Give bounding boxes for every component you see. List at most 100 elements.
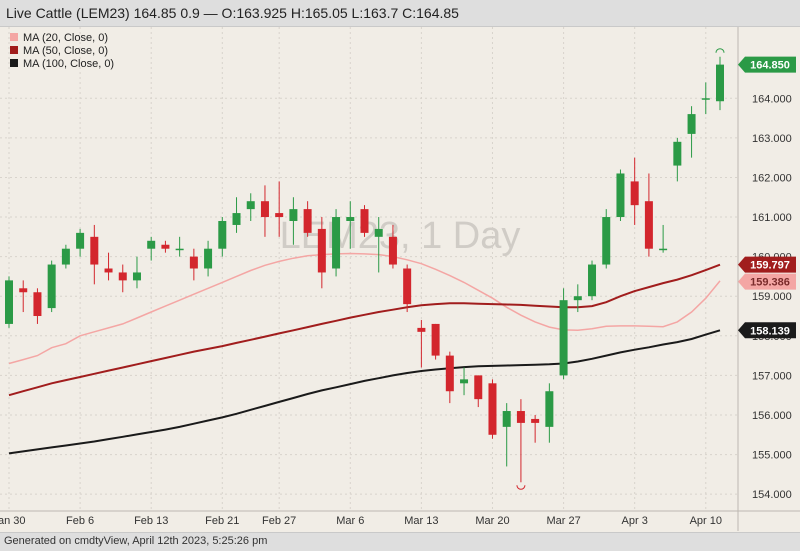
low-marker <box>516 485 526 490</box>
candle-body <box>687 114 696 134</box>
last-value-tag <box>738 273 796 290</box>
legend-swatch <box>10 59 18 67</box>
candle-body <box>175 248 184 251</box>
legend-label: MA (50, Close, 0) <box>23 45 108 57</box>
y-tick-label: 159.000 <box>752 291 792 303</box>
candle <box>616 169 625 221</box>
legend-swatch <box>10 46 18 54</box>
candle-body <box>76 232 85 249</box>
legend-swatch <box>10 33 18 41</box>
candle-body <box>118 272 127 281</box>
x-tick-label: Apr 3 <box>622 515 648 527</box>
candle-body <box>47 264 56 309</box>
y-tick-label: 161.000 <box>752 212 792 224</box>
legend-label: MA (20, Close, 0) <box>23 32 108 44</box>
y-tick-label: 156.000 <box>752 410 792 422</box>
candle-body <box>502 411 511 427</box>
candle <box>388 224 397 269</box>
candle-body <box>360 209 369 233</box>
last-value-tag <box>738 322 796 339</box>
x-tick-label: Feb 13 <box>134 515 168 527</box>
candle-body <box>33 292 42 317</box>
candle <box>161 240 170 253</box>
chart-title: Live Cattle (LEM23) 164.85 0.9 — O:163.9… <box>6 5 459 21</box>
candle <box>474 375 483 408</box>
candle-body <box>317 228 326 273</box>
candle-body <box>588 264 597 297</box>
candle-body <box>616 173 625 218</box>
candle <box>374 217 383 273</box>
candle-body <box>303 209 312 233</box>
candle-body <box>204 248 213 269</box>
candle <box>246 193 255 221</box>
candle-body <box>417 327 426 332</box>
candle <box>332 209 341 277</box>
candle-body <box>388 236 397 265</box>
candle-body <box>545 391 554 427</box>
candle-body <box>374 228 383 237</box>
candle <box>346 201 355 249</box>
candle <box>630 157 639 225</box>
candle <box>47 260 56 313</box>
candle <box>545 383 554 443</box>
candle-body <box>246 201 255 210</box>
candle-body <box>332 217 341 269</box>
candle-body <box>346 217 355 221</box>
candle <box>218 217 227 257</box>
candle <box>33 288 42 324</box>
candle-body <box>559 300 568 376</box>
x-axis: Jan 30 Feb 6 Feb 13 Feb 21 Feb 27 Mar 6 Mar 13… <box>0 510 800 527</box>
candle <box>417 319 426 368</box>
candle <box>317 217 326 289</box>
y-tick-label: 164.000 <box>752 93 792 105</box>
candle <box>588 260 597 301</box>
candle <box>701 82 710 115</box>
candle-body <box>488 383 497 435</box>
last-value-label: 159.797 <box>738 256 796 273</box>
candle <box>260 185 269 237</box>
candle <box>502 403 511 467</box>
candle <box>118 264 127 293</box>
x-tick-label: Mar 20 <box>475 515 509 527</box>
candle-body <box>260 201 269 218</box>
high-low-markers <box>516 48 725 490</box>
candle-body <box>104 268 113 273</box>
candle <box>132 256 141 289</box>
x-tick-label: Feb 6 <box>66 515 94 527</box>
candle-body <box>474 375 483 400</box>
candle-body <box>431 323 440 356</box>
y-tick-label: 154.000 <box>752 489 792 501</box>
candle <box>488 379 497 439</box>
candle <box>275 181 284 237</box>
candle <box>445 351 454 404</box>
candle-body <box>5 280 13 324</box>
candle-body <box>673 141 682 166</box>
candle-body <box>289 209 298 221</box>
candle-body <box>403 268 412 305</box>
candle-body <box>630 181 639 206</box>
legend-label: MA (100, Close, 0) <box>23 58 114 70</box>
candle <box>673 137 682 182</box>
y-tick-label: 157.000 <box>752 370 792 382</box>
footer: Generated on cmdtyView, April 12th 2023,… <box>0 532 800 551</box>
legend: MA (20, Close, 0)MA (50, Close, 0)MA (10… <box>10 32 114 70</box>
last-value-label: 164.850 <box>738 56 796 73</box>
candle-body <box>602 217 611 265</box>
ma-line-1 <box>8 252 721 365</box>
candle <box>204 240 213 277</box>
candle <box>175 236 184 257</box>
watermark: LEM23, 1 Day <box>280 215 521 257</box>
x-tick-label: Feb 27 <box>262 515 296 527</box>
candle-body <box>445 355 454 392</box>
candle-body <box>644 201 653 249</box>
x-tick-label: Apr 10 <box>690 515 722 527</box>
last-value-labels: 164.850 159.797 159.386 158.139 <box>738 56 796 339</box>
candle-body <box>19 288 28 293</box>
candle-body <box>531 418 540 423</box>
candle <box>232 197 241 233</box>
candle <box>644 173 653 257</box>
y-tick-label: 162.000 <box>752 172 792 184</box>
candle-body <box>716 64 724 102</box>
candle-body <box>573 296 582 301</box>
